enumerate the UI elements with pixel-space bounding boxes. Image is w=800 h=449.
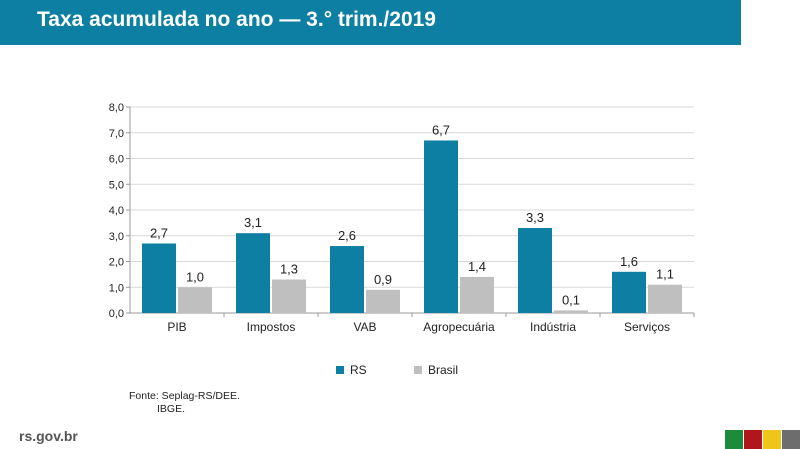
legend-swatch-rs bbox=[336, 365, 344, 374]
legend-swatch-brasil bbox=[414, 365, 422, 374]
source-line-2: IBGE. bbox=[157, 403, 186, 415]
flag-stripe-yellow bbox=[763, 430, 781, 449]
data-label: 3,3 bbox=[526, 210, 544, 225]
data-label: 1,4 bbox=[468, 259, 486, 274]
flag-stripe-green bbox=[725, 430, 743, 449]
page-title: Taxa acumulada no ano — 3.° trim./2019 bbox=[37, 8, 436, 31]
data-label: 2,6 bbox=[338, 228, 356, 243]
y-tick-label: 7,0 bbox=[109, 128, 124, 140]
y-tick-label: 3,0 bbox=[109, 231, 124, 243]
x-tick-label: Indústria bbox=[530, 320, 576, 334]
y-tick-label: 8,0 bbox=[109, 102, 124, 114]
bar-brasil bbox=[460, 276, 494, 313]
bar-rs bbox=[424, 140, 458, 313]
x-tick-label: Impostos bbox=[247, 320, 296, 334]
y-tick-label: 6,0 bbox=[109, 154, 124, 166]
bar-rs bbox=[518, 228, 552, 313]
data-label: 1,6 bbox=[620, 254, 638, 269]
data-label: 1,3 bbox=[280, 262, 298, 277]
y-tick-label: 1,0 bbox=[109, 282, 124, 294]
bar-rs bbox=[236, 233, 270, 313]
y-tick-label: 5,0 bbox=[109, 179, 124, 191]
data-label: 1,1 bbox=[656, 267, 674, 282]
legend-label-brasil: Brasil bbox=[428, 363, 459, 377]
data-label: 6,7 bbox=[432, 122, 450, 137]
y-tick-label: 4,0 bbox=[109, 205, 124, 217]
bar-brasil bbox=[272, 279, 306, 313]
bar-brasil bbox=[648, 284, 682, 313]
x-tick-label: Serviços bbox=[624, 320, 670, 334]
data-label: 2,7 bbox=[150, 225, 168, 240]
x-tick-label: VAB bbox=[353, 320, 376, 334]
x-tick-label: PIB bbox=[167, 320, 186, 334]
y-tick-label: 0,0 bbox=[109, 308, 124, 320]
legend-item-brasil: Brasil bbox=[414, 363, 458, 377]
source-note: Fonte: Seplag-RS/DEE. IBGE. bbox=[129, 390, 240, 416]
bar-rs bbox=[330, 246, 364, 313]
data-label: 1,0 bbox=[186, 269, 204, 284]
data-label: 0,9 bbox=[374, 272, 392, 287]
bar-brasil bbox=[178, 287, 212, 313]
legend-item-rs: RS bbox=[336, 363, 367, 377]
data-label: 3,1 bbox=[244, 215, 262, 230]
bar-rs bbox=[142, 243, 176, 313]
footer-url[interactable]: rs.gov.br bbox=[19, 428, 78, 444]
title-bar: Taxa acumulada no ano — 3.° trim./2019 bbox=[0, 0, 741, 45]
data-label: 0,1 bbox=[562, 292, 580, 307]
flag-stripe-red bbox=[744, 430, 762, 449]
y-tick-label: 2,0 bbox=[109, 257, 124, 269]
legend-label-rs: RS bbox=[350, 363, 367, 377]
flag-stripe-gray bbox=[782, 430, 800, 449]
source-line-1: Fonte: Seplag-RS/DEE. bbox=[129, 390, 240, 402]
bar-rs bbox=[612, 271, 646, 313]
x-tick-label: Agropecuária bbox=[423, 320, 495, 334]
bar-brasil bbox=[366, 289, 400, 313]
bar-brasil bbox=[554, 310, 588, 313]
